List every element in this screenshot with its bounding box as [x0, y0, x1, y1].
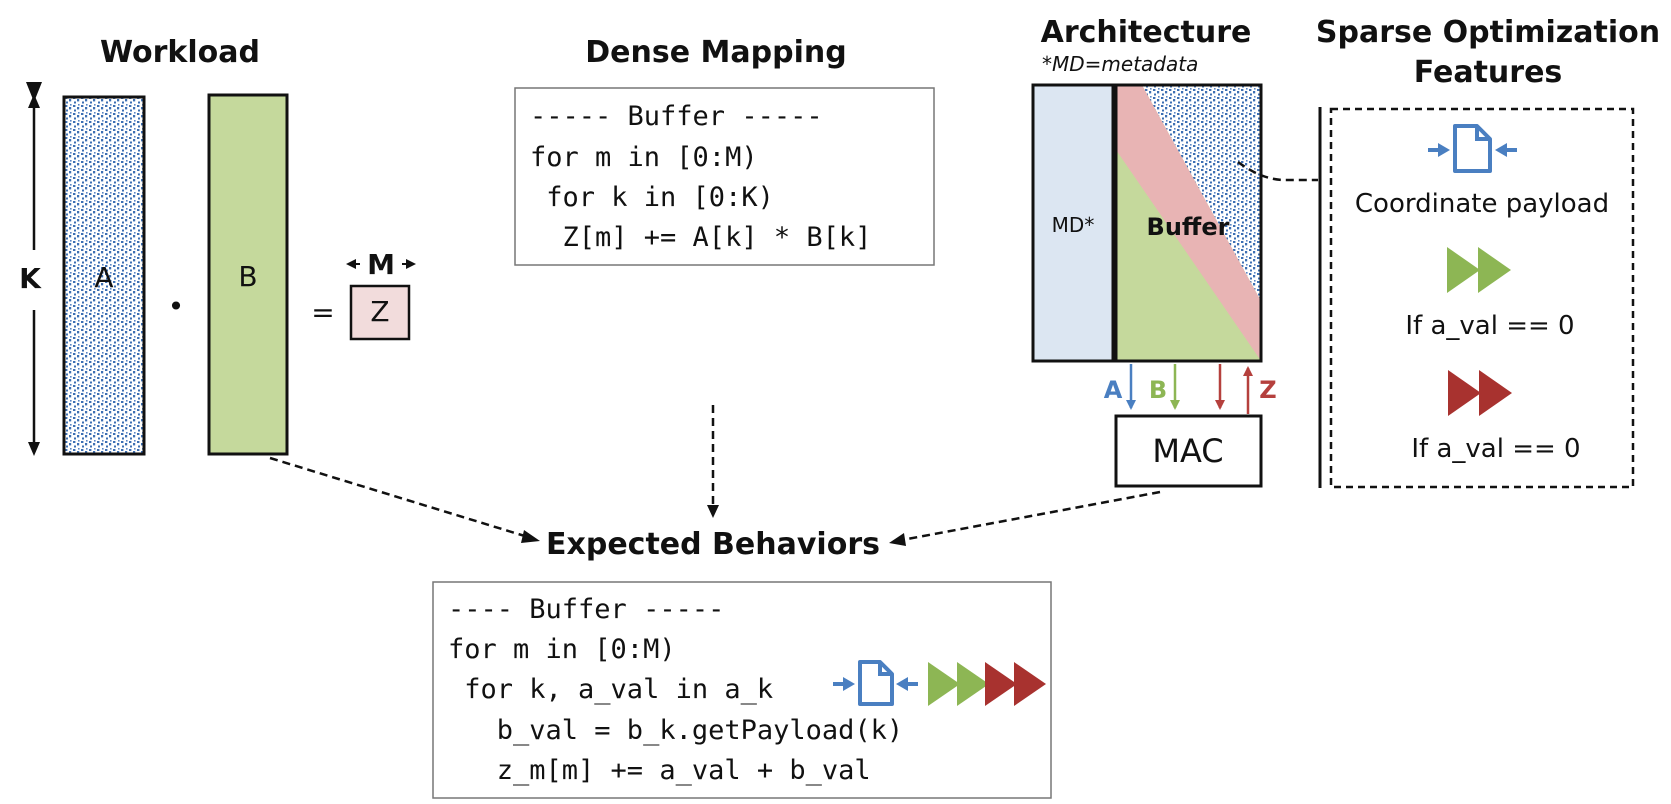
features-title-line1: Sparse Optimization — [1316, 15, 1660, 50]
workload-title: Workload — [100, 35, 260, 70]
architecture-title: Architecture — [1041, 15, 1252, 50]
inline-red-skip-icon — [985, 662, 1046, 706]
m-arrowhead-right — [406, 259, 416, 269]
dense-mapping-title: Dense Mapping — [585, 35, 846, 70]
coordinate-payload-icon — [1428, 124, 1517, 173]
expected-title: Expected Behaviors — [546, 527, 880, 562]
buffer-outline — [1114, 83, 1263, 363]
k-axis-arrowhead-bottom — [28, 442, 40, 456]
arrow-workload-to-expected — [269, 456, 529, 539]
dot-operator: • — [168, 290, 185, 323]
matrix-b-label: B — [238, 260, 257, 293]
red-skip-label: If a_val == 0 — [1411, 434, 1580, 464]
matrix-z-label: Z — [370, 295, 389, 328]
dense-mapping-box — [514, 87, 935, 266]
k-axis-arrowhead-top — [28, 94, 40, 108]
m-label: M — [367, 248, 395, 281]
arrow-z-label: Z — [1259, 376, 1276, 404]
expected-section: Expected Behaviors ---- Buffer ----- for… — [432, 527, 1052, 799]
expected-line-4: b_val = b_k.getPayload(k) — [448, 715, 903, 746]
buffer-label: Buffer — [1147, 213, 1230, 241]
arrowhead-workload — [521, 530, 540, 543]
green-skip-icon — [1447, 247, 1511, 293]
workload-section: Workload K A • B = M Z — [19, 35, 416, 456]
red-skip-icon — [1448, 370, 1512, 416]
inline-coordinate-payload-icon — [833, 660, 918, 706]
coordinate-payload-label: Coordinate payload — [1355, 189, 1609, 219]
m-arrowhead-left — [346, 259, 356, 269]
features-section: Sparse Optimization Features Coordinate … — [1316, 15, 1660, 489]
matrix-z — [349, 284, 411, 341]
expected-line-2: for m in [0:M) — [448, 634, 676, 665]
dense-line-2: for m in [0:M) — [530, 142, 758, 173]
matrix-a — [62, 95, 146, 456]
architecture-section: Architecture *MD=metadata MD* Buffer A B… — [1031, 15, 1277, 488]
features-box — [1329, 107, 1635, 489]
expected-line-5: z_m[m] += a_val + b_val — [448, 755, 871, 786]
expected-line-3: for k, a_val in a_k — [448, 674, 773, 705]
expected-line-1: ---- Buffer ----- — [448, 594, 724, 625]
arrowhead-mac — [889, 533, 906, 546]
arrowhead-dense — [707, 505, 719, 518]
green-skip-label: If a_val == 0 — [1405, 311, 1574, 341]
metadata-storage — [1031, 83, 1115, 363]
md-label: MD* — [1052, 213, 1095, 237]
metadata-note: *MD=metadata — [1042, 52, 1198, 76]
equals-operator: = — [311, 296, 334, 329]
dense-line-1: ----- Buffer ----- — [530, 101, 823, 132]
mac-label: MAC — [1152, 432, 1223, 470]
inline-green-skip-icon — [928, 662, 989, 706]
buffer-region-b-lower — [1116, 150, 1261, 361]
matrix-b — [207, 93, 289, 456]
matrix-a-label: A — [94, 261, 113, 294]
arrow-b-label: B — [1149, 376, 1167, 404]
features-title-line2: Features — [1414, 55, 1563, 90]
dense-mapping-section: Dense Mapping ----- Buffer ----- for m i… — [514, 35, 935, 266]
dense-line-4: Z[m] += A[k] * B[k] — [530, 222, 871, 253]
mac-unit — [1114, 414, 1263, 488]
arrow-mac-to-expected — [901, 490, 1161, 542]
buffer-region-z — [1116, 85, 1261, 361]
k-label: K — [19, 262, 42, 295]
buffer-block: Buffer — [1114, 83, 1263, 363]
dense-line-3: for k in [0:K) — [530, 182, 774, 213]
arrow-a-label: A — [1104, 376, 1123, 404]
buffer-features-connector — [1237, 160, 1318, 182]
